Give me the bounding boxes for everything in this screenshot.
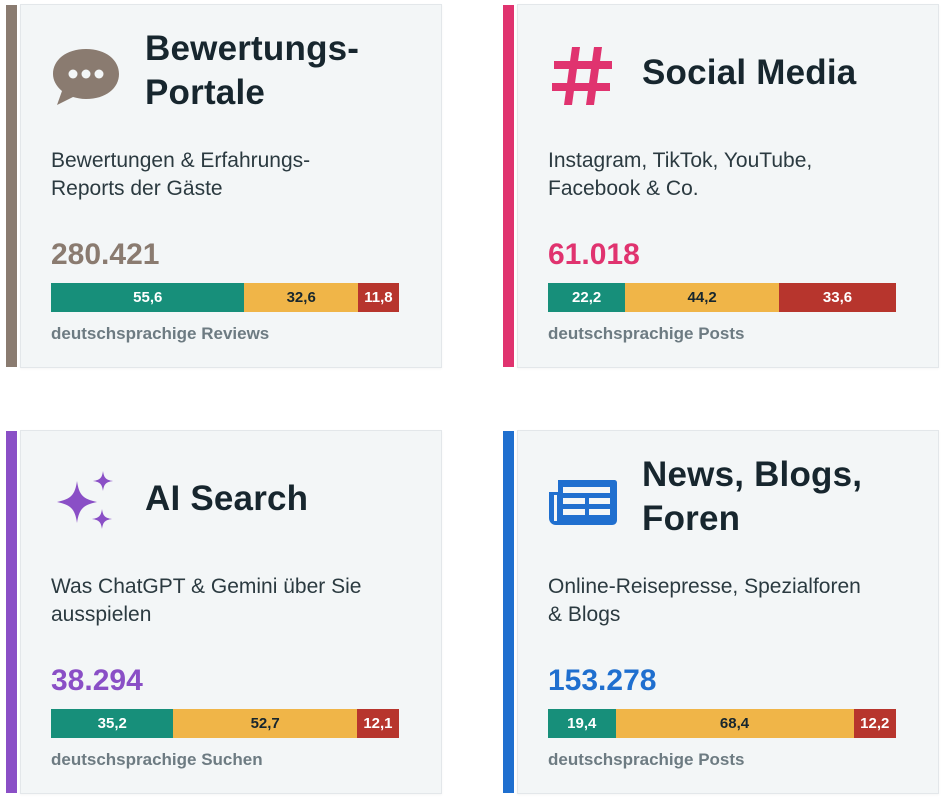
card-subtitle: Online-Reisepresse, Spezialforen & Blogs bbox=[548, 575, 861, 626]
hashtag-icon bbox=[548, 41, 618, 111]
bar-segment-neutral: 52,7 bbox=[173, 709, 357, 738]
newspaper-icon bbox=[548, 467, 618, 537]
card-reviews: Bewertungs- Portale Bewertungen & Erfahr… bbox=[6, 4, 442, 368]
bar-segment-neutral: 68,4 bbox=[615, 709, 854, 738]
card-number: 38.294 bbox=[51, 664, 143, 697]
bar-segment-positive: 35,2 bbox=[51, 709, 174, 738]
card-number: 280.421 bbox=[51, 238, 160, 271]
card-news-blogs: News, Blogs, Foren Online-Reisepresse, S… bbox=[503, 430, 939, 794]
bar-segment-negative: 33,6 bbox=[779, 283, 896, 312]
sentiment-bar: 35,2 52,7 12,1 bbox=[51, 709, 399, 738]
card-caption: deutschsprachige Reviews bbox=[51, 324, 270, 343]
card-accent-bar bbox=[503, 5, 514, 367]
bar-segment-positive: 19,4 bbox=[548, 709, 616, 738]
card-accent-bar bbox=[6, 5, 17, 367]
sentiment-bar: 19,4 68,4 12,2 bbox=[548, 709, 896, 738]
card-caption: deutschsprachige Posts bbox=[548, 750, 745, 769]
card-ai-search: AI Search Was ChatGPT & Gemini über Sie … bbox=[6, 430, 442, 794]
card-caption: deutschsprachige Posts bbox=[548, 324, 745, 343]
card-caption: deutschsprachige Suchen bbox=[51, 750, 263, 769]
card-accent-bar bbox=[6, 431, 17, 793]
sparkles-icon bbox=[51, 467, 121, 537]
card-title: Bewertungs- Portale bbox=[145, 29, 360, 112]
speech-bubble-icon bbox=[51, 41, 121, 111]
card-title: Social Media bbox=[642, 53, 857, 92]
card-number: 153.278 bbox=[548, 664, 657, 697]
card-subtitle: Instagram, TikTok, YouTube, Facebook & C… bbox=[548, 149, 813, 200]
card-subtitle: Was ChatGPT & Gemini über Sie ausspielen bbox=[51, 575, 362, 626]
card-subtitle: Bewertungen & Erfahrungs-Reports der Gäs… bbox=[51, 149, 311, 200]
bar-segment-positive: 22,2 bbox=[548, 283, 626, 312]
bar-segment-negative: 12,2 bbox=[853, 709, 896, 738]
card-title: AI Search bbox=[145, 479, 309, 518]
bar-segment-negative: 12,1 bbox=[356, 709, 399, 738]
card-accent-bar bbox=[503, 431, 514, 793]
sentiment-bar: 22,2 44,2 33,6 bbox=[548, 283, 896, 312]
card-number: 61.018 bbox=[548, 238, 640, 271]
sentiment-bar: 55,6 32,6 11,8 bbox=[51, 283, 399, 312]
card-title: News, Blogs, Foren bbox=[642, 455, 863, 538]
bar-segment-positive: 55,6 bbox=[51, 283, 245, 312]
bar-segment-neutral: 32,6 bbox=[244, 283, 358, 312]
bar-segment-neutral: 44,2 bbox=[625, 283, 780, 312]
card-social-media: Social Media Instagram, TikTok, YouTube,… bbox=[503, 4, 939, 368]
bar-segment-negative: 11,8 bbox=[357, 283, 399, 312]
